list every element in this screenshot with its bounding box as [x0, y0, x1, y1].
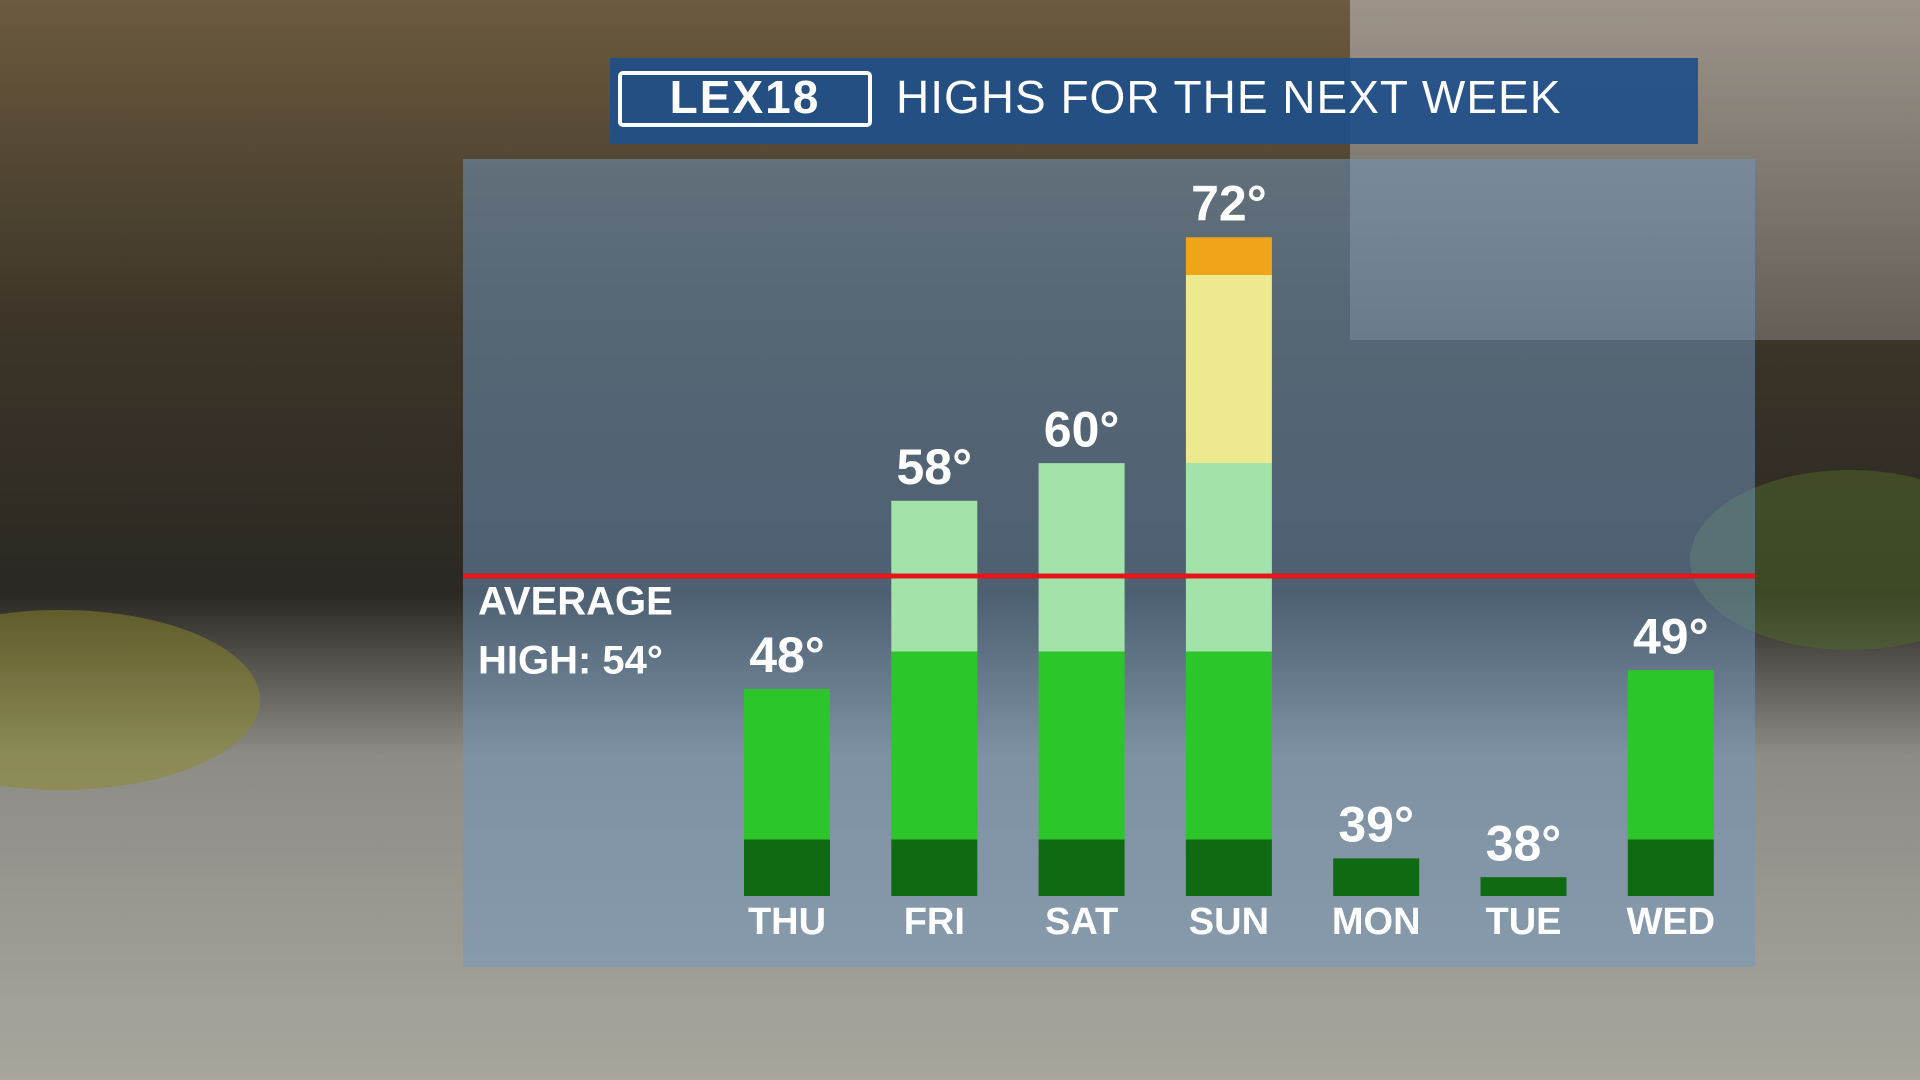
value-label: 38°: [1486, 815, 1562, 871]
x-tick-label: MON: [1332, 901, 1421, 943]
x-tick-label: WED: [1626, 901, 1715, 943]
logo-box: [618, 71, 872, 127]
value-label: 72°: [1191, 175, 1267, 231]
bar: [1627, 670, 1714, 896]
x-tick-label: THU: [748, 901, 826, 943]
value-label: 39°: [1338, 797, 1414, 853]
chart-title: HIGHS FOR THE NEXT WEEK: [896, 71, 1561, 123]
bar: [1333, 858, 1420, 896]
x-tick-label: FRI: [904, 901, 965, 943]
bar: [1480, 877, 1567, 896]
average-label: HIGH: 54°: [478, 639, 663, 683]
background-flowers: [0, 610, 260, 790]
bar: [1185, 237, 1272, 897]
average-label: AVERAGE: [478, 580, 673, 624]
bar: [1038, 463, 1125, 896]
value-label: 58°: [896, 439, 972, 495]
value-label: 60°: [1044, 401, 1120, 457]
x-tick-label: TUE: [1486, 901, 1562, 943]
bar: [744, 688, 830, 896]
value-label: 48°: [749, 627, 825, 683]
x-tick-label: SAT: [1045, 901, 1118, 943]
bar: [891, 500, 978, 896]
value-label: 49°: [1633, 608, 1709, 664]
logo: LEX18: [670, 71, 821, 123]
x-tick-label: SUN: [1189, 901, 1269, 943]
